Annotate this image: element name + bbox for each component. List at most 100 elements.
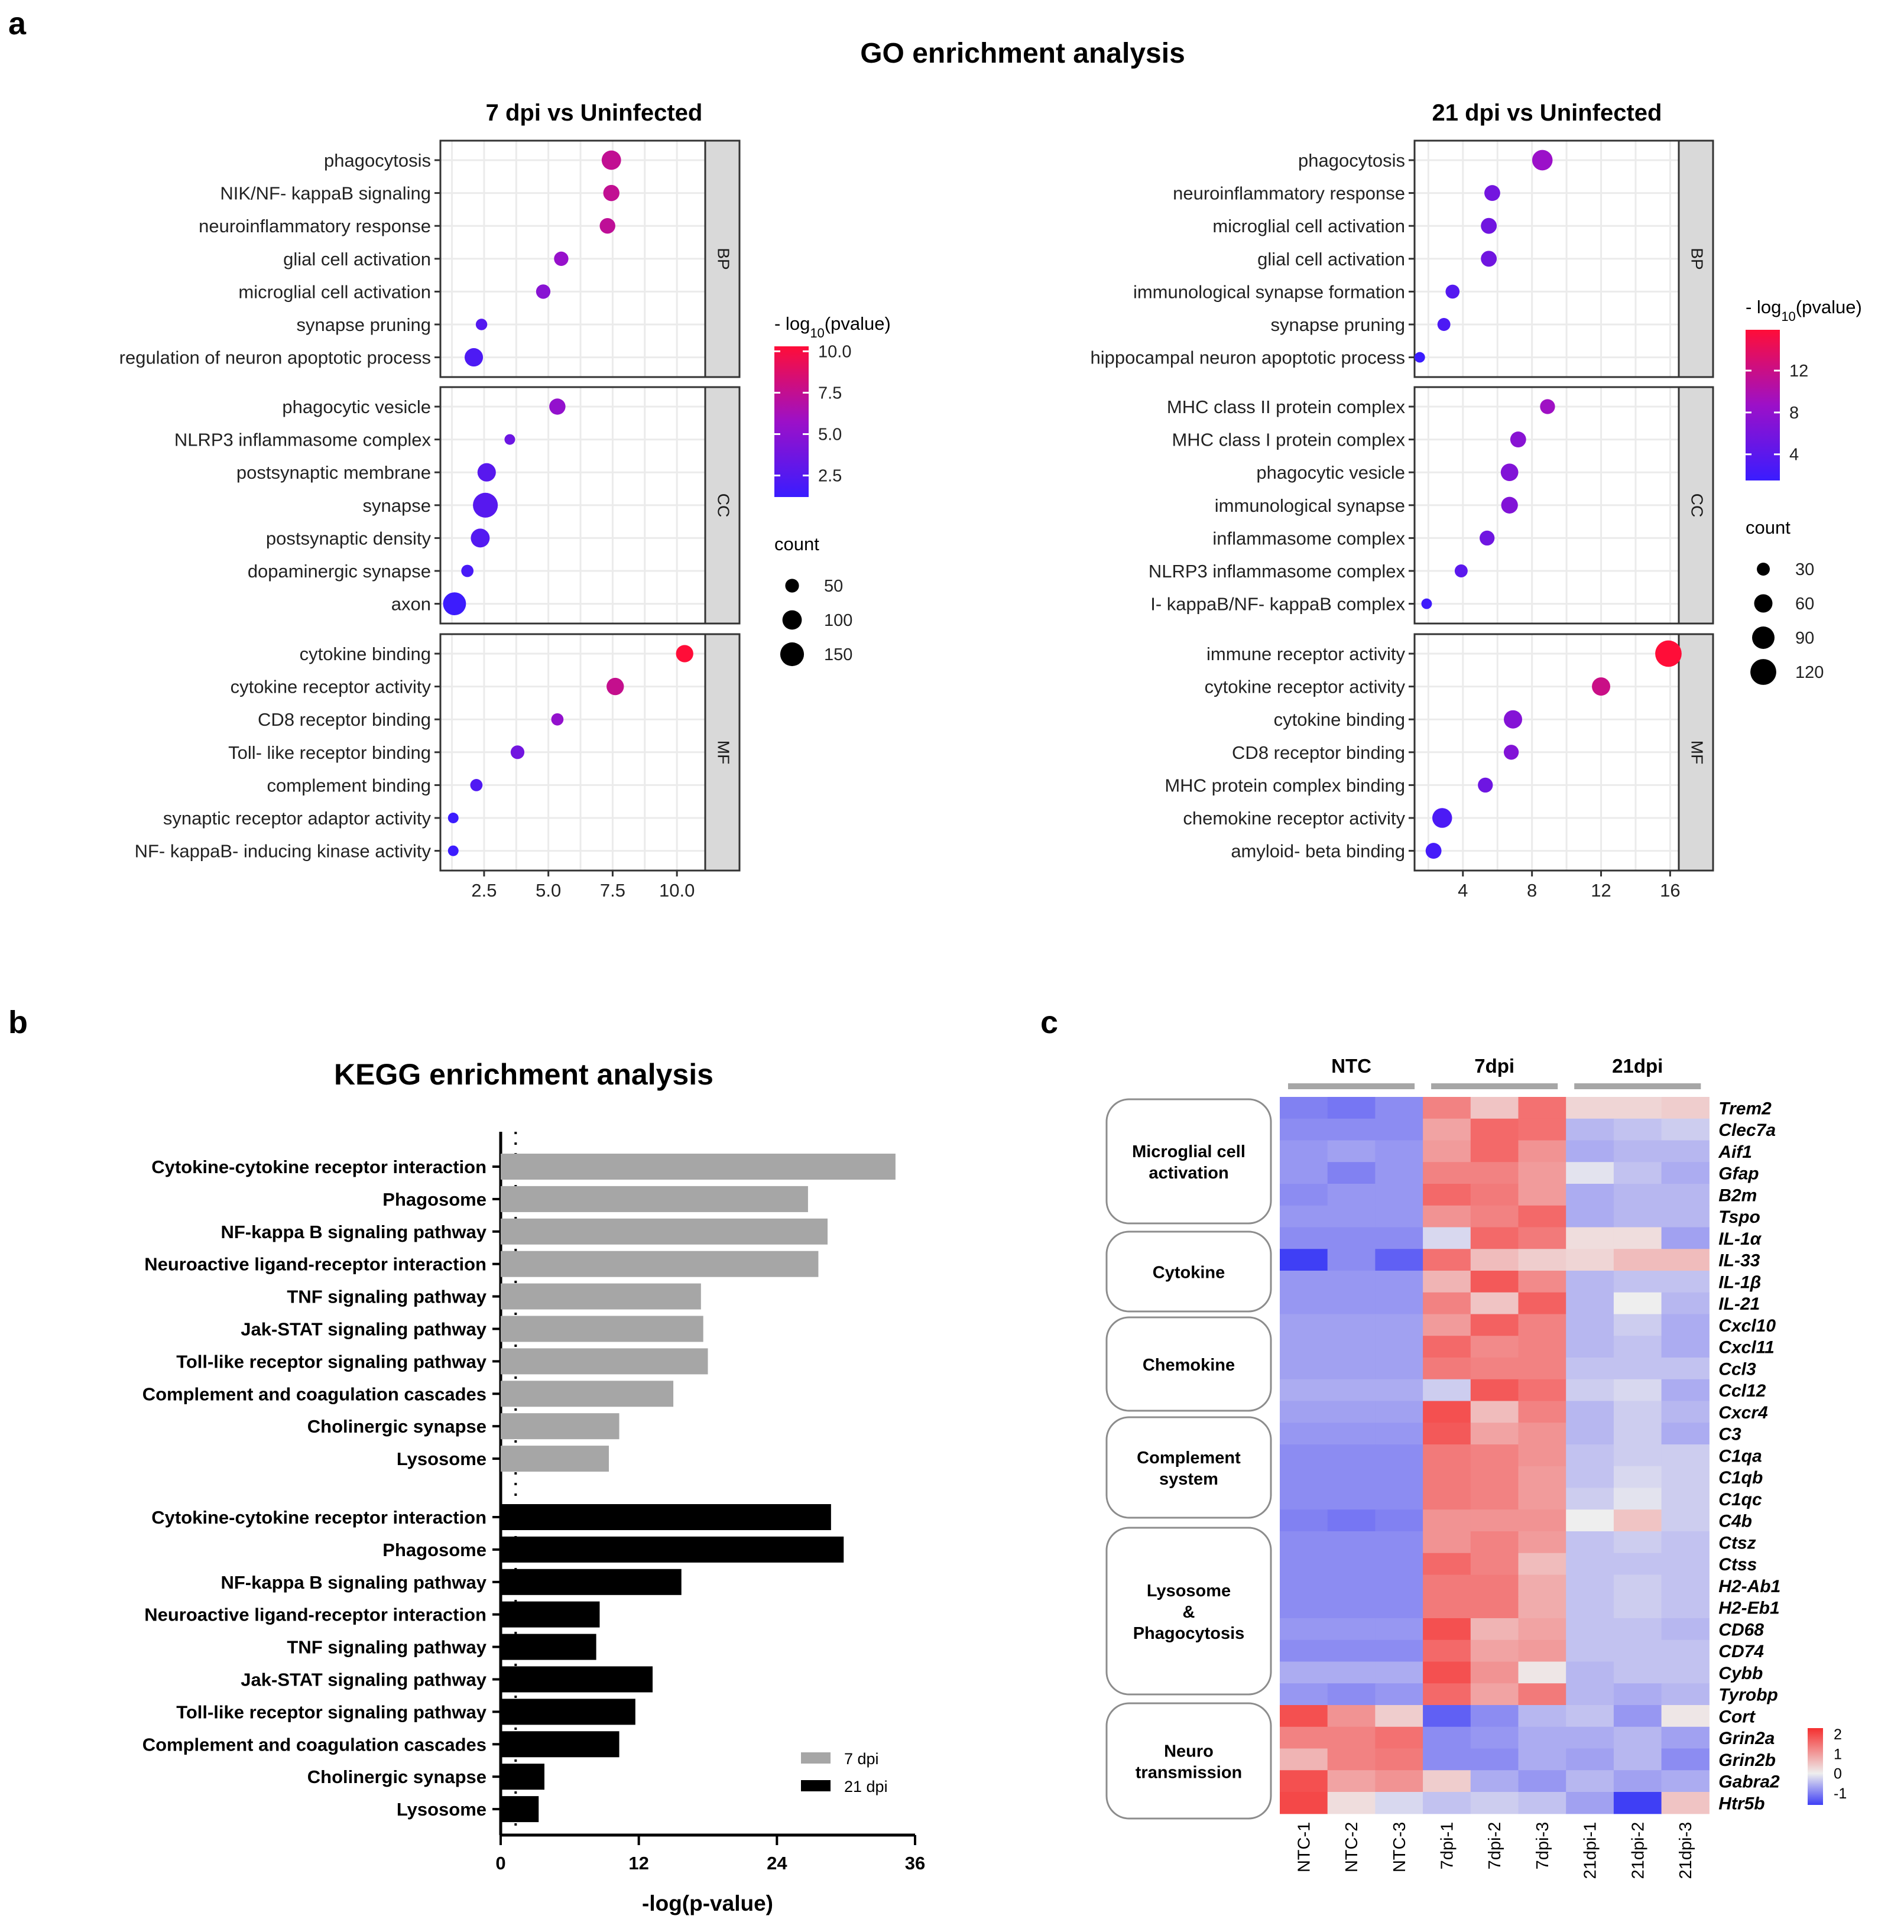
dot-complement-binding: [470, 779, 483, 791]
facet-label-bp: BP: [715, 248, 733, 269]
heatmap-cell-b2m-21dpi-2: [1613, 1184, 1662, 1206]
heatmap-cell-b2m-7dpi-2: [1470, 1184, 1519, 1206]
heatmap-cell-il-1b-21dpi-1: [1566, 1271, 1614, 1293]
heatmap-cell-c1qa-7dpi-1: [1423, 1444, 1471, 1467]
term-label: CD8 receptor binding: [1232, 742, 1405, 763]
heatmap-cell-cxcl10-ntc-1: [1280, 1314, 1328, 1336]
gene-label-ctsz: Ctsz: [1718, 1533, 1756, 1553]
heatmap-cell-c3-21dpi-3: [1661, 1423, 1710, 1445]
dot-phagocytosis: [1532, 150, 1553, 171]
gene-label-grin2a: Grin2a: [1718, 1729, 1775, 1748]
heatmap-cell-cxcr4-21dpi-2: [1613, 1401, 1662, 1423]
heatmap-cell-cybb-21dpi-3: [1661, 1661, 1710, 1684]
heatmap-cell-cd74-21dpi-2: [1613, 1639, 1662, 1663]
dot-glial-cell-activation: [554, 251, 569, 266]
heatmap-cell-h2-ab1-21dpi-3: [1661, 1574, 1710, 1597]
column-label-7dpi-2: 7dpi-2: [1485, 1822, 1504, 1870]
heatmap-cell-cxcr4-7dpi-1: [1423, 1401, 1471, 1423]
dot-dopaminergic-synapse: [461, 564, 474, 577]
heatmap-cell-cybb-21dpi-2: [1613, 1661, 1662, 1684]
heatmap-cell-h2-eb1-21dpi-1: [1566, 1596, 1614, 1619]
heatmap-cell-aif1-21dpi-3: [1661, 1140, 1710, 1163]
heatmap-cell-h2-ab1-7dpi-1: [1423, 1574, 1471, 1597]
gene-label-tspo: Tspo: [1718, 1207, 1760, 1227]
gene-label-clec7a: Clec7a: [1718, 1121, 1776, 1140]
heatmap-cell-htr5b-21dpi-3: [1661, 1792, 1710, 1814]
heatmap-cell-cxcr4-7dpi-3: [1518, 1401, 1566, 1423]
dot-nlrp3-inflammasome-complex: [1454, 564, 1468, 577]
heatmap-cell-htr5b-7dpi-2: [1470, 1792, 1519, 1814]
dot-neuroinflammatory-response: [1484, 185, 1500, 202]
gene-label-grin2b: Grin2b: [1718, 1751, 1776, 1770]
heatmap-cell-cort-ntc-1: [1280, 1705, 1328, 1728]
dot-i-kappab-nf-kappab-complex: [1421, 598, 1432, 609]
x-tick-label: 10.0: [659, 880, 695, 901]
heatmap-cell-il-1a-7dpi-2: [1470, 1227, 1519, 1249]
facet-strip: [1678, 139, 1714, 378]
heatmap-cell-cxcr4-7dpi-2: [1470, 1401, 1519, 1423]
term-label: immunological synapse: [1215, 495, 1405, 516]
heatmap-cell-cxcl11-21dpi-3: [1661, 1336, 1710, 1358]
heatmap-cell-h2-ab1-21dpi-2: [1613, 1574, 1662, 1597]
term-label: NLRP3 inflammasome complex: [1149, 561, 1406, 582]
gene-label-tyrobp: Tyrobp: [1718, 1686, 1778, 1705]
kegg-bar-21-dpi-tnf-signaling-pathway: [501, 1634, 596, 1660]
heatmap-cell-il-21-21dpi-1: [1566, 1292, 1614, 1315]
heatmap-cell-cxcl11-ntc-3: [1375, 1336, 1423, 1358]
term-label: postsynaptic density: [266, 528, 432, 548]
column-group-label-7dpi: 7dpi: [1474, 1055, 1514, 1077]
heatmap-cell-h2-ab1-ntc-3: [1375, 1574, 1423, 1597]
heatmap-cell-c4b-21dpi-3: [1661, 1509, 1710, 1532]
heatmap-cell-il-21-ntc-2: [1327, 1292, 1376, 1315]
heatmap-cell-trem2-21dpi-2: [1613, 1097, 1662, 1119]
heatmap-cell-cd68-21dpi-1: [1566, 1618, 1614, 1641]
size-legend-label: 150: [824, 645, 852, 664]
row-group-label: &: [1183, 1603, 1195, 1622]
heatmap-cell-il-1b-ntc-3: [1375, 1271, 1423, 1293]
heatmap-cell-c1qb-7dpi-1: [1423, 1466, 1471, 1489]
heatmap-cell-cybb-7dpi-2: [1470, 1661, 1519, 1684]
facet-label-bp: BP: [1688, 248, 1707, 269]
heatmap-color-legend-bar: [1808, 1728, 1823, 1805]
size-legend-label: 120: [1795, 663, 1824, 682]
heatmap-cell-b2m-7dpi-1: [1423, 1184, 1471, 1206]
heatmap-cell-il-21-ntc-1: [1280, 1292, 1328, 1315]
heatmap-color-legend-label: 1: [1834, 1746, 1842, 1762]
heatmap-cell-cxcl11-ntc-1: [1280, 1336, 1328, 1358]
size-legend-dot: [1752, 626, 1775, 649]
heatmap-cell-il-1a-ntc-3: [1375, 1227, 1423, 1249]
kegg-bar-21-dpi-nf-kappa-b-signaling-pathway: [501, 1569, 682, 1595]
column-label-21dpi-1: 21dpi-1: [1581, 1822, 1600, 1879]
term-label: cytokine binding: [1274, 709, 1405, 730]
color-legend-title-subscript: 10: [810, 326, 824, 340]
dot-cytokine-binding: [676, 645, 693, 663]
heatmap-cell-h2-ab1-7dpi-2: [1470, 1574, 1519, 1597]
dot-cytokine-receptor-activity: [1592, 677, 1611, 696]
color-legend-tick-label: 8: [1789, 404, 1799, 423]
heatmap-cell-grin2a-7dpi-1: [1423, 1726, 1471, 1749]
dot-phagocytic-vesicle: [1500, 463, 1519, 482]
heatmap-cell-gfap-7dpi-2: [1470, 1162, 1519, 1184]
heatmap-cell-cybb-ntc-3: [1375, 1661, 1423, 1684]
heatmap-cell-clec7a-21dpi-1: [1566, 1118, 1614, 1141]
kegg-bar-21-dpi-neuroactive-ligand-receptor-interaction: [501, 1601, 600, 1628]
dot-cd8-receptor-binding: [551, 713, 564, 726]
term-label: synapse: [363, 495, 431, 516]
heatmap-cell-grin2b-21dpi-3: [1661, 1748, 1710, 1771]
heatmap-cell-c4b-ntc-3: [1375, 1509, 1423, 1532]
heatmap-cell-il-33-ntc-1: [1280, 1249, 1328, 1271]
heatmap-cell-cd74-7dpi-2: [1470, 1639, 1519, 1663]
heatmap-cell-grin2a-ntc-3: [1375, 1726, 1423, 1749]
heatmap-cell-c1qa-21dpi-3: [1661, 1444, 1710, 1467]
column-label-21dpi-2: 21dpi-2: [1629, 1822, 1647, 1879]
gene-label-cxcl11: Cxcl11: [1718, 1338, 1775, 1358]
heatmap-cell-cd74-ntc-3: [1375, 1639, 1423, 1663]
heatmap-cell-cxcr4-21dpi-3: [1661, 1401, 1710, 1423]
heatmap-cell-grin2a-7dpi-2: [1470, 1726, 1519, 1749]
size-legend-title: count: [774, 534, 819, 554]
heatmap-cell-c1qc-ntc-1: [1280, 1488, 1328, 1510]
panel-letter-a: a: [8, 6, 27, 41]
dot-immune-receptor-activity: [1655, 640, 1682, 667]
heatmap-cell-htr5b-21dpi-1: [1566, 1792, 1614, 1814]
